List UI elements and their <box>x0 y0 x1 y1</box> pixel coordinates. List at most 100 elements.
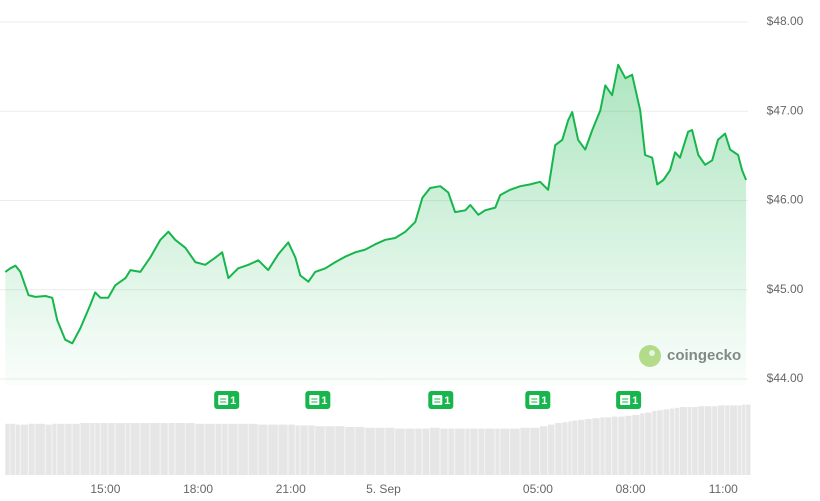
volume-bar <box>510 428 520 475</box>
volume-bar <box>308 425 315 475</box>
x-tick-label: 08:00 <box>616 482 646 496</box>
volume-bar <box>80 423 90 475</box>
volume-bar <box>705 406 712 475</box>
volume-bar <box>600 417 605 475</box>
x-tick-label: 5. Sep <box>366 482 401 496</box>
x-tick-label: 21:00 <box>276 482 306 496</box>
badge-count: 1 <box>321 395 327 407</box>
volume-bar <box>465 428 470 475</box>
volume-bar <box>663 409 670 475</box>
volume-bar <box>57 423 65 475</box>
badge-icon <box>620 395 631 405</box>
volume-bar <box>520 427 530 475</box>
volume-bar <box>365 427 375 475</box>
volume-bar <box>28 423 35 475</box>
volume-bar <box>115 423 125 475</box>
volume-bar <box>530 427 540 475</box>
volume-bar <box>585 419 592 475</box>
volume-bar <box>645 412 652 475</box>
volume-bar <box>738 405 742 475</box>
volume-bar <box>95 423 100 475</box>
volume-bar <box>52 423 57 475</box>
volume-bar <box>20 424 28 475</box>
volume-bar <box>125 423 130 475</box>
volume-bar <box>335 426 345 475</box>
x-tick-label: 18:00 <box>183 482 213 496</box>
volume-bar <box>657 410 663 475</box>
volume-bar <box>405 428 415 475</box>
volume-bar <box>248 423 258 475</box>
volume-bar <box>228 423 238 475</box>
y-tick-label: $48.00 <box>767 14 804 28</box>
volume-bar <box>652 411 657 475</box>
volume-bar <box>355 427 365 475</box>
volume-bar <box>168 423 175 475</box>
volume-bar <box>692 407 698 475</box>
volume-bar <box>712 406 718 475</box>
volume-bar <box>345 427 355 475</box>
volume-bar <box>730 405 738 475</box>
volume-bar <box>578 419 585 475</box>
volume-bar <box>625 415 632 475</box>
volume-bar <box>205 423 215 475</box>
volume-bar <box>430 427 440 475</box>
volume-bar <box>540 426 548 475</box>
event-badge: 1 <box>616 391 642 409</box>
volume-bar <box>500 428 510 475</box>
volume-bar <box>45 424 52 475</box>
volume-bar <box>568 421 572 475</box>
badge-icon <box>309 395 320 405</box>
event-badge: 1 <box>525 391 551 409</box>
badge-count: 1 <box>230 395 236 407</box>
y-tick-label: $46.00 <box>767 193 804 207</box>
volume-bar <box>640 413 645 475</box>
volume-bar <box>485 428 495 475</box>
volume-bar <box>632 415 640 475</box>
volume-bar <box>746 404 751 475</box>
volume-bar <box>675 407 680 475</box>
event-badge: 1 <box>305 391 331 409</box>
volume-bar <box>495 428 500 475</box>
volume-bar <box>5 423 10 475</box>
volume-bar <box>130 423 140 475</box>
volume-bar <box>718 405 725 475</box>
volume-bar <box>605 417 612 475</box>
x-tick-label: 11:00 <box>709 482 738 496</box>
volume-bar <box>592 418 600 475</box>
x-tick-label: 05:00 <box>523 482 553 496</box>
volume-bar <box>150 423 160 475</box>
volume-bar <box>325 426 335 475</box>
volume-bar <box>108 423 115 475</box>
y-tick-label: $45.00 <box>767 282 804 296</box>
volume-bar <box>478 428 485 475</box>
volume-bar <box>548 424 555 475</box>
volume-bar <box>725 405 730 475</box>
volume-bar <box>140 423 150 475</box>
price-area <box>5 64 747 386</box>
volume-bar <box>258 424 268 475</box>
volume-bar <box>562 422 568 475</box>
volume-bar <box>618 416 625 475</box>
price-line <box>4 63 748 345</box>
volume-bar <box>415 428 422 475</box>
volume-bar <box>440 428 448 475</box>
volume-bar <box>215 423 222 475</box>
y-tick-label: $44.00 <box>767 371 804 385</box>
volume-bar <box>455 428 465 475</box>
volume-bar <box>555 423 562 475</box>
volume-bar <box>195 423 205 475</box>
event-badge: 1 <box>428 391 454 409</box>
volume-bar <box>395 428 405 475</box>
volume-bar <box>612 416 618 475</box>
volume-bar <box>90 423 95 475</box>
badge-icon <box>529 395 540 405</box>
badge-count: 1 <box>632 395 638 407</box>
volume-bar <box>288 424 295 475</box>
volume-bar <box>448 428 455 475</box>
badge-count: 1 <box>444 395 450 407</box>
volume-bar <box>160 423 168 475</box>
volume-bar <box>680 407 688 475</box>
volume-bar <box>222 423 228 475</box>
volume-bar <box>300 425 308 475</box>
event-badge: 1 <box>214 391 240 409</box>
